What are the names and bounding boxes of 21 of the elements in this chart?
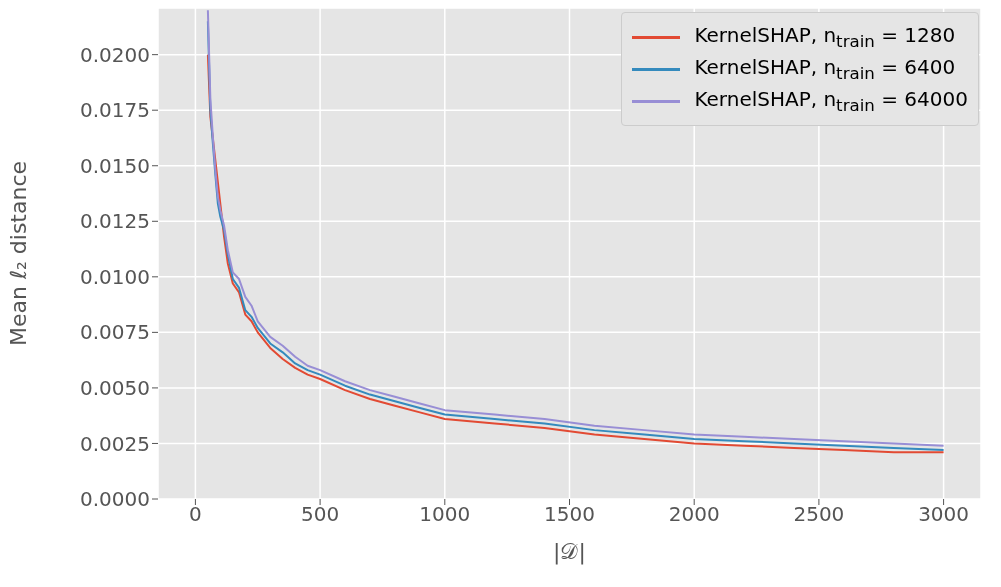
y-tick-label: 0.0175 xyxy=(80,98,150,123)
legend-label: KernelSHAP, n$_{train}$ = 64000 xyxy=(694,87,968,115)
legend-label: KernelSHAP, n$_{train}$ = 6400 xyxy=(694,55,956,83)
x-axis-title: |𝒟| xyxy=(553,539,586,565)
x-tick-label: 0 xyxy=(189,502,202,527)
y-axis-title: Mean ℓ₂ distance xyxy=(5,160,31,347)
y-tick-label: 0.0125 xyxy=(80,209,150,234)
y-tick-label: 0.0050 xyxy=(80,376,150,401)
y-tick-label: 0.0150 xyxy=(80,153,150,178)
y-tick-label: 0.0200 xyxy=(80,42,150,67)
x-tick-label: 1500 xyxy=(544,502,595,527)
y-tick-label: 0.0100 xyxy=(80,264,150,289)
x-tick-label: 2000 xyxy=(668,502,720,527)
x-tick-label: 500 xyxy=(301,502,340,527)
y-tick-label: 0.0075 xyxy=(80,320,150,345)
y-tick-label: 0.0000 xyxy=(80,487,150,512)
x-tick-label: 1000 xyxy=(419,502,471,527)
y-tick-label: 0.0025 xyxy=(80,431,150,456)
x-tick-label: 3000 xyxy=(918,502,970,527)
x-tick-label: 2500 xyxy=(793,502,845,527)
legend-label: KernelSHAP, n$_{train}$ = 1280 xyxy=(694,23,956,51)
